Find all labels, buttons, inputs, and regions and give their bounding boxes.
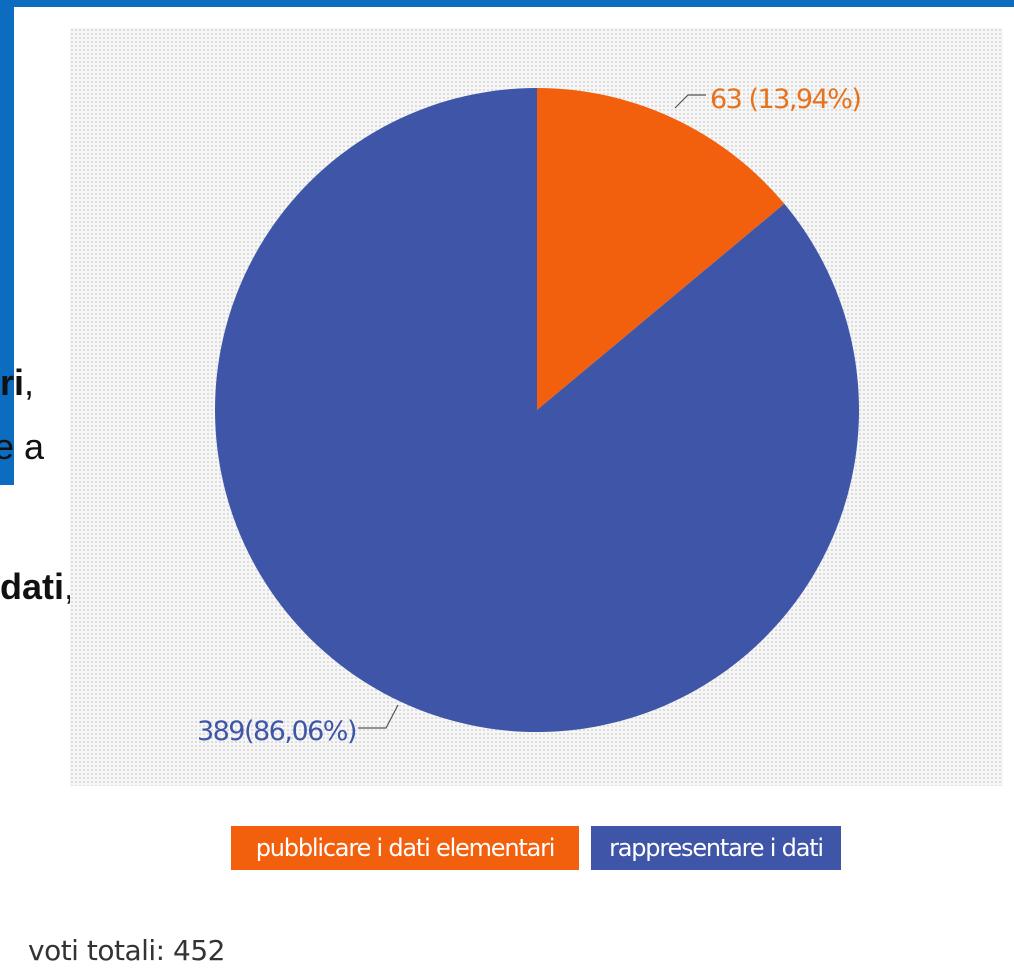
data-label-1: 389(86,06%) bbox=[197, 716, 356, 747]
legend-item-pubblicare[interactable]: pubblicare i dati elementari bbox=[231, 826, 579, 870]
total-votes: voti totali: 452 bbox=[28, 934, 225, 967]
data-label-leader-1 bbox=[358, 704, 399, 729]
slide-left-panel bbox=[0, 7, 14, 485]
data-label-leader-0 bbox=[674, 94, 706, 109]
slide-text-line-2: e a bbox=[0, 426, 45, 467]
legend-item-rappresentare[interactable]: rappresentare i dati bbox=[591, 826, 841, 870]
pie-slice-1[interactable] bbox=[215, 88, 860, 733]
data-label-0: 63 (13,94%) bbox=[710, 84, 860, 115]
slide-text-line-1: ri, bbox=[0, 362, 35, 403]
pie-slice-0[interactable] bbox=[537, 88, 785, 410]
slide-text-line-3: dati, bbox=[0, 566, 74, 607]
slide-top-bar bbox=[0, 0, 1014, 7]
